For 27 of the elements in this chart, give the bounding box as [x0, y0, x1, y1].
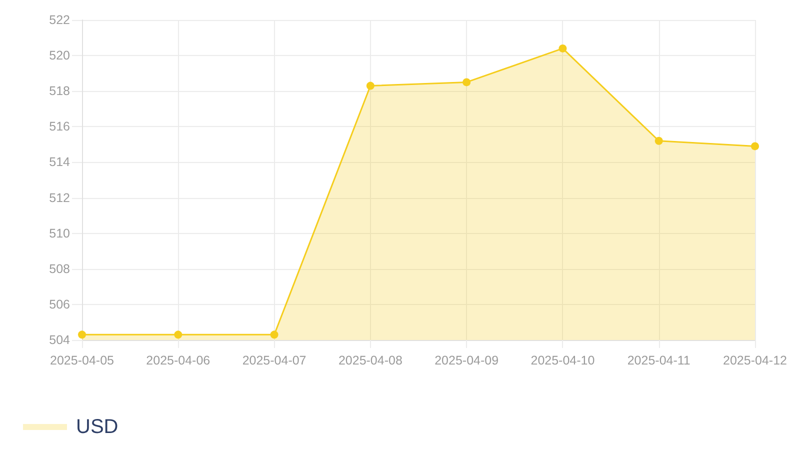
x-tick-label: 2025-04-05	[50, 354, 114, 368]
y-tick-label: 514	[49, 155, 70, 170]
x-tick-label: 2025-04-06	[146, 354, 210, 368]
point	[654, 136, 663, 145]
x-tick-label: 2025-04-07	[242, 354, 306, 368]
x-tick-label: 2025-04-09	[434, 354, 499, 368]
point	[174, 330, 182, 339]
point	[78, 330, 86, 339]
x-tick-label: 2025-04-11	[627, 354, 690, 368]
x-tick-label: 2025-04-08	[338, 354, 402, 368]
point	[270, 330, 278, 339]
y-tick-label: 522	[49, 13, 70, 27]
x-tick-label: 2025-04-10	[530, 354, 595, 368]
point	[462, 78, 471, 86]
y-tick-label: 512	[49, 190, 70, 205]
y-tick-label: 506	[49, 297, 70, 312]
y-tick-label: 510	[49, 226, 70, 240]
y-tick-label: 518	[49, 84, 70, 98]
y-tick-label: 520	[49, 48, 70, 63]
point	[751, 142, 759, 150]
y-tick-label: 508	[49, 262, 70, 276]
legend-label: USD	[76, 416, 118, 438]
point	[558, 44, 567, 52]
y-tick-label: 504	[49, 333, 70, 347]
x-tick-label: 2025-04-12	[723, 354, 788, 368]
y-tick-label: 516	[49, 120, 70, 134]
point	[366, 82, 374, 90]
